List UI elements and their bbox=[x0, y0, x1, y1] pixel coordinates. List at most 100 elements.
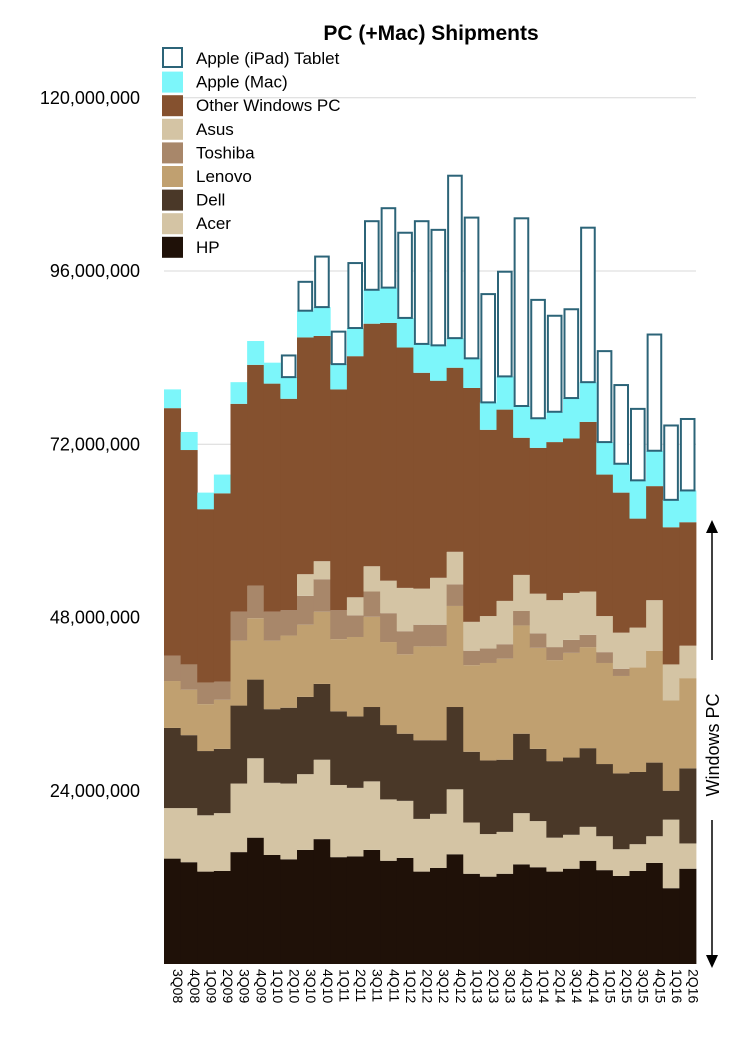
x-tick-label: 1Q10 bbox=[270, 969, 286, 1003]
bar-segment-lenovo bbox=[380, 642, 398, 726]
legend-label: Other Windows PC bbox=[196, 96, 341, 115]
bar-segment-toshiba bbox=[529, 633, 547, 648]
bar-segment-acer bbox=[380, 799, 398, 861]
legend-label: Acer bbox=[196, 214, 231, 233]
bar-segment-apple-ipad-tablet bbox=[596, 350, 613, 444]
bar-segment-acer bbox=[513, 813, 531, 865]
bar-segment-lenovo bbox=[164, 681, 182, 728]
bar-segment-other-windows-pc bbox=[263, 383, 281, 612]
bar-segment-other-windows-pc bbox=[380, 322, 398, 581]
bar-segment-apple-ipad-tablet bbox=[297, 280, 314, 312]
bar-segment-apple-mac- bbox=[496, 376, 514, 410]
bar-segment-apple-mac- bbox=[396, 317, 414, 348]
bar-segment-other-windows-pc bbox=[396, 347, 414, 588]
bar-segment-acer bbox=[529, 821, 547, 868]
bar-segment-hp bbox=[513, 864, 531, 964]
bar-segment-apple-mac- bbox=[529, 418, 547, 448]
bar-segment-toshiba bbox=[197, 682, 215, 705]
bar-segment-other-windows-pc bbox=[446, 367, 464, 552]
bar-segment-other-windows-pc bbox=[513, 437, 531, 575]
bar-segment-other-windows-pc bbox=[579, 421, 597, 592]
bar-segment-hp bbox=[679, 868, 697, 964]
y-tick-label: 24,000,000 bbox=[50, 781, 140, 801]
bar-segment-hp bbox=[479, 876, 497, 964]
bar-segment-apple-mac- bbox=[380, 287, 398, 323]
bar-segment-apple-mac- bbox=[230, 382, 248, 404]
bar-segment-hp bbox=[646, 862, 664, 964]
bar-segment-toshiba bbox=[513, 611, 531, 626]
bar-segment-toshiba bbox=[463, 650, 481, 666]
bar-segment-dell bbox=[247, 679, 265, 759]
bar-segment-asus bbox=[363, 566, 381, 592]
x-tick-label: 2Q10 bbox=[287, 969, 303, 1003]
bar-segment-apple-ipad-tablet bbox=[330, 330, 347, 366]
bar-segment-apple-mac- bbox=[629, 480, 647, 519]
arrow-down-icon bbox=[706, 955, 718, 968]
bar-segment-hp bbox=[413, 871, 431, 964]
bar-segment-dell bbox=[297, 696, 315, 775]
bar-segment-hp bbox=[197, 871, 215, 964]
bar-segment-dell bbox=[579, 748, 597, 827]
bar-segment-apple-ipad-tablet bbox=[646, 333, 663, 452]
bar-segment-acer bbox=[330, 784, 348, 858]
bar-segment-dell bbox=[230, 705, 248, 784]
bar-segment-other-windows-pc bbox=[629, 518, 647, 628]
bar-segment-other-windows-pc bbox=[563, 438, 581, 593]
bar-segment-acer bbox=[396, 800, 414, 858]
x-tick-label: 1Q12 bbox=[403, 969, 419, 1003]
bar-segment-hp bbox=[529, 867, 547, 964]
x-tick-label: 3Q10 bbox=[303, 969, 319, 1003]
bar-segment-other-windows-pc bbox=[646, 486, 664, 601]
bar-segment-toshiba bbox=[180, 664, 198, 690]
bar-segment-other-windows-pc bbox=[463, 387, 481, 622]
bar-segment-lenovo bbox=[263, 640, 281, 710]
bar-segment-toshiba bbox=[546, 647, 564, 661]
bar-segment-lenovo bbox=[396, 654, 414, 734]
x-tick-label: 2Q11 bbox=[353, 969, 369, 1002]
bar-segment-other-windows-pc bbox=[330, 389, 348, 611]
bar-segment-acer bbox=[612, 849, 630, 876]
bar-segment-dell bbox=[180, 735, 198, 809]
bar-segment-lenovo bbox=[230, 640, 248, 706]
bar-segment-acer bbox=[230, 783, 248, 853]
x-tick-label: 3Q13 bbox=[503, 969, 519, 1003]
bar-segment-toshiba bbox=[346, 615, 364, 637]
x-tick-label: 4Q10 bbox=[320, 969, 336, 1003]
bar-segment-toshiba bbox=[396, 631, 414, 655]
bar-segment-apple-mac- bbox=[546, 411, 564, 443]
legend-swatch bbox=[162, 189, 183, 211]
bar-segment-lenovo bbox=[463, 665, 481, 752]
bar-segment-dell bbox=[164, 727, 182, 809]
bar-segment-apple-mac- bbox=[612, 463, 630, 493]
bar-segment-dell bbox=[197, 751, 215, 816]
bar-segment-hp bbox=[313, 839, 331, 964]
bar-segment-other-windows-pc bbox=[313, 335, 331, 562]
legend-swatch bbox=[162, 118, 183, 140]
bar-segment-other-windows-pc bbox=[180, 450, 198, 665]
bar-segment-apple-mac- bbox=[430, 345, 448, 381]
bar-segment-lenovo bbox=[247, 618, 265, 680]
bar-segment-other-windows-pc bbox=[247, 364, 265, 586]
x-tick-label: 2Q13 bbox=[486, 969, 502, 1003]
bar-segment-toshiba bbox=[380, 613, 398, 643]
bar-segment-other-windows-pc bbox=[197, 509, 215, 683]
bar-segment-acer bbox=[446, 789, 464, 855]
bar-segment-dell bbox=[463, 751, 481, 823]
bar-segment-acer bbox=[413, 818, 431, 872]
bar-segment-apple-ipad-tablet bbox=[430, 228, 447, 347]
bar-segment-toshiba bbox=[330, 610, 348, 640]
bar-segment-asus bbox=[346, 597, 364, 616]
bar-segment-asus bbox=[679, 645, 697, 679]
bar-segment-toshiba bbox=[479, 648, 497, 663]
bar-segment-acer bbox=[213, 813, 231, 871]
bar-segment-hp bbox=[430, 867, 448, 964]
bar-segment-lenovo bbox=[496, 658, 514, 760]
bar-segment-asus bbox=[496, 600, 514, 645]
bar-segment-asus bbox=[396, 587, 414, 632]
bar-segment-lenovo bbox=[297, 624, 315, 697]
bar-segment-other-windows-pc bbox=[230, 403, 248, 612]
x-tick-label: 2Q14 bbox=[553, 969, 569, 1003]
legend-label: Toshiba bbox=[196, 143, 255, 162]
bar-segment-acer bbox=[463, 822, 481, 874]
bar-segment-toshiba bbox=[579, 634, 597, 648]
